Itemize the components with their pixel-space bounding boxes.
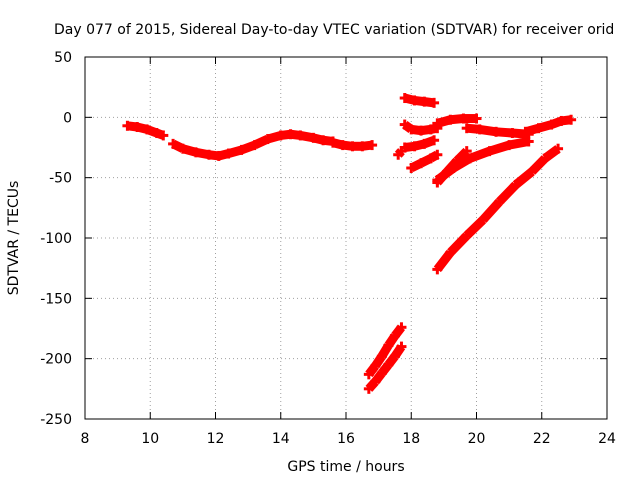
x-tick-label: 22: [533, 431, 551, 447]
y-tick-label: -50: [49, 171, 72, 187]
point-trail: [451, 154, 473, 172]
data-point: [158, 130, 169, 141]
x-axis-ticks: 8 10 12 14 16 18 20 22 24: [81, 57, 616, 447]
point-trail: [512, 168, 535, 189]
y-axis-label: SDTVAR / TECUs: [6, 181, 22, 296]
series-arc-15: [520, 114, 577, 137]
x-tick-label: 16: [337, 431, 355, 447]
data-point: [367, 140, 378, 151]
point-trail: [453, 147, 470, 164]
y-tick-label: -150: [40, 291, 72, 307]
series-arc-11: [432, 113, 482, 129]
x-tick-label: 24: [598, 431, 616, 447]
point-trail: [542, 145, 561, 162]
series-arc-5: [363, 341, 407, 394]
point-trail: [479, 198, 503, 223]
point-trail: [496, 181, 519, 205]
y-tick-label: -250: [40, 412, 72, 428]
series-arc-16: [432, 143, 564, 275]
x-tick-label: 20: [468, 431, 486, 447]
point-trail: [447, 232, 470, 256]
x-tick-label: 8: [81, 431, 90, 447]
data-point: [461, 146, 472, 157]
series-arc-7: [399, 93, 440, 108]
x-axis-label: GPS time / hours: [287, 459, 404, 475]
x-tick-label: 14: [272, 431, 290, 447]
y-tick-label: 0: [63, 110, 72, 126]
data-point: [471, 113, 482, 124]
series-arc-4: [363, 322, 407, 380]
point-trail: [434, 164, 457, 184]
series-arc-13: [432, 136, 534, 186]
data-point: [566, 114, 577, 125]
data-point: [396, 341, 407, 352]
chart-title: Day 077 of 2015, Sidereal Day-to-day VTE…: [54, 22, 614, 38]
y-tick-label: 50: [54, 50, 72, 66]
y-tick-label: -200: [40, 352, 72, 368]
series-arc-9: [399, 135, 440, 153]
data-points: [122, 93, 577, 394]
series-arc-10: [406, 149, 443, 174]
x-tick-label: 10: [141, 431, 159, 447]
plot-frame: [84, 56, 608, 420]
point-trail: [433, 249, 454, 273]
y-tick-label: -100: [40, 231, 72, 247]
data-point: [553, 143, 564, 154]
series-arc-1: [122, 120, 169, 141]
series-arc-8: [399, 119, 443, 136]
series-arc-2: [168, 129, 338, 161]
y-axis-ticks: -250 -200 -150 -100 -50 0 50: [40, 50, 607, 428]
grid: [85, 57, 607, 419]
data-point: [396, 322, 407, 333]
data-point: [429, 135, 440, 146]
data-point: [429, 97, 440, 108]
series-arc-3: [327, 137, 378, 152]
x-tick-label: 18: [402, 431, 420, 447]
x-tick-label: 12: [207, 431, 225, 447]
data-point: [432, 149, 443, 160]
point-trail: [528, 155, 549, 175]
point-trail: [463, 216, 487, 239]
